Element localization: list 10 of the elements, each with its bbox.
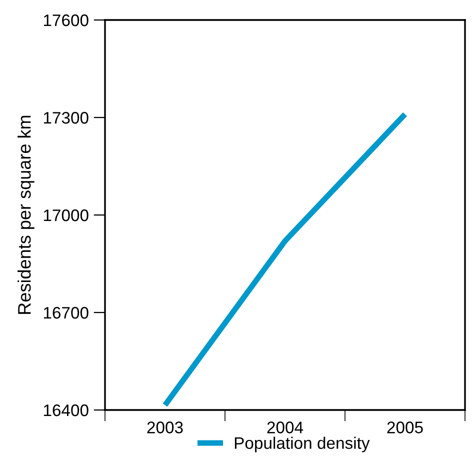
x-tick-label: 2005 [387,422,423,434]
x-tick-label: 2004 [267,422,304,434]
legend-label: Population density [234,436,370,452]
x-tick-label: 2003 [147,422,183,434]
y-tick-label: 16400 [44,404,88,416]
y-tick-label: 17000 [44,209,88,222]
y-axis-title: Residents per square km [18,116,34,314]
y-tick-label: 17300 [44,112,88,124]
y-tick-label: 16700 [44,306,88,319]
y-tick-label: 17600 [44,14,88,26]
